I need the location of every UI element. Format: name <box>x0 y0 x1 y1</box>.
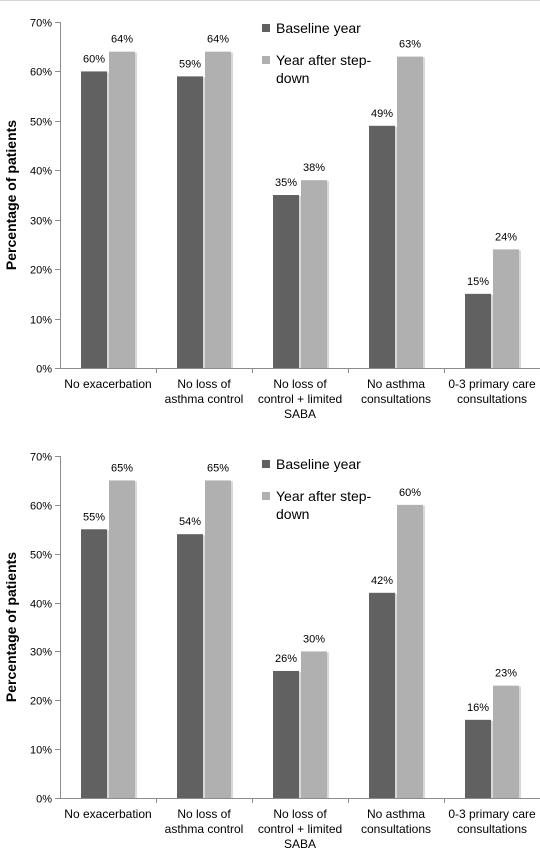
bar-value-label: 24% <box>495 231 517 243</box>
bar-year-after-step-down <box>205 480 231 798</box>
x-category-label: No loss of <box>273 807 327 821</box>
bar-value-label: 42% <box>371 575 393 587</box>
x-category-label: asthma control <box>165 822 244 836</box>
x-category-label: asthma control <box>165 392 244 406</box>
y-tick-label: 60% <box>30 501 52 513</box>
x-category-label: No asthma <box>367 807 425 821</box>
bar-value-label: 23% <box>495 668 517 680</box>
y-tick-label: 20% <box>30 696 52 708</box>
y-tick-label: 50% <box>30 550 52 562</box>
x-category-label: SABA <box>284 837 316 851</box>
bar-value-label: 64% <box>111 34 133 46</box>
y-tick-label: 30% <box>30 216 52 228</box>
bar-year-after-step-down <box>493 249 519 368</box>
bar-value-label: 30% <box>303 633 325 645</box>
y-tick-label: 10% <box>30 315 52 327</box>
bar-value-label: 60% <box>83 53 105 65</box>
bar-baseline-year <box>465 719 491 798</box>
bar-year-after-step-down <box>109 480 135 798</box>
y-tick-label: 50% <box>30 117 52 129</box>
y-tick-label: 0% <box>36 364 52 376</box>
y-tick-label: 70% <box>30 18 52 30</box>
x-category-label: No loss of <box>177 377 231 391</box>
x-category-label: control + limited <box>258 392 342 406</box>
bar-value-label: 38% <box>303 162 325 174</box>
y-tick-label: 70% <box>30 452 52 464</box>
legend-swatch <box>262 56 270 64</box>
bar-value-label: 15% <box>467 276 489 288</box>
legend-label: down <box>276 70 309 86</box>
x-category-label: consultations <box>361 822 431 836</box>
y-tick-label: 40% <box>30 599 52 611</box>
x-category-label: 0-3 primary care <box>448 807 536 821</box>
x-category-label: consultations <box>457 392 527 406</box>
bar-value-label: 59% <box>179 58 201 70</box>
bar-year-after-step-down <box>205 51 231 369</box>
legend-swatch <box>262 24 270 32</box>
y-tick-label: 40% <box>30 166 52 178</box>
x-category-label: consultations <box>361 392 431 406</box>
x-category-label: No exacerbation <box>64 807 151 821</box>
x-category-label: No exacerbation <box>64 377 151 391</box>
bar-baseline-year <box>177 76 203 368</box>
bar-year-after-step-down <box>301 651 327 798</box>
legend-label: Baseline year <box>276 456 361 472</box>
bar-value-label: 60% <box>399 487 421 499</box>
x-category-label: No loss of <box>177 807 231 821</box>
bar-baseline-year <box>81 71 107 368</box>
bar-baseline-year <box>81 529 107 798</box>
y-tick-label: 0% <box>36 794 52 806</box>
bar-value-label: 54% <box>179 516 201 528</box>
legend-swatch <box>262 492 270 500</box>
x-category-label: consultations <box>457 822 527 836</box>
bar-value-label: 65% <box>207 462 229 474</box>
bar-baseline-year <box>273 670 299 798</box>
bar-value-label: 16% <box>467 702 489 714</box>
y-tick-label: 20% <box>30 265 52 277</box>
bar-year-after-step-down <box>301 180 327 368</box>
bar-year-after-step-down <box>397 56 423 368</box>
y-tick-label: 60% <box>30 67 52 79</box>
bar-baseline-year <box>369 592 395 798</box>
y-tick-label: 10% <box>30 745 52 757</box>
x-category-label: SABA <box>284 407 316 421</box>
bar-year-after-step-down <box>493 685 519 798</box>
chart-1: Percentage of patients 0% 10% 20% 30% 40% 50% 6… <box>3 18 540 421</box>
bar-value-label: 65% <box>111 462 133 474</box>
bar-value-label: 49% <box>371 108 393 120</box>
legend-label: Baseline year <box>276 20 361 36</box>
legend-label: down <box>276 506 309 522</box>
y-tick-label: 30% <box>30 647 52 659</box>
bar-year-after-step-down <box>109 51 135 369</box>
bar-value-label: 55% <box>83 511 105 523</box>
bar-year-after-step-down <box>397 504 423 798</box>
bar-value-label: 63% <box>399 39 421 51</box>
bar-baseline-year <box>273 195 299 368</box>
x-category-label: No asthma <box>367 377 425 391</box>
x-category-label: No loss of <box>273 377 327 391</box>
bar-baseline-year <box>369 125 395 368</box>
bar-baseline-year <box>177 534 203 798</box>
bar-baseline-year <box>465 293 491 368</box>
x-category-label: control + limited <box>258 822 342 836</box>
bar-value-label: 26% <box>275 653 297 665</box>
legend-swatch <box>262 460 270 468</box>
y-axis-label: Percentage of patients <box>3 120 19 270</box>
bar-value-label: 35% <box>275 177 297 189</box>
y-axis-label: Percentage of patients <box>3 552 19 702</box>
x-category-label: 0-3 primary care <box>448 377 536 391</box>
bar-value-label: 64% <box>207 34 229 46</box>
legend-label: Year after step- <box>276 488 372 504</box>
legend-label: Year after step- <box>276 52 372 68</box>
chart-2: Percentage of patients 0% 10% 20% 30% 40% 50% 6… <box>3 452 540 851</box>
